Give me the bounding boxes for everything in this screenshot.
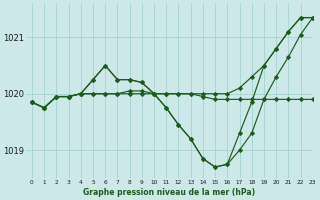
X-axis label: Graphe pression niveau de la mer (hPa): Graphe pression niveau de la mer (hPa) (83, 188, 255, 197)
